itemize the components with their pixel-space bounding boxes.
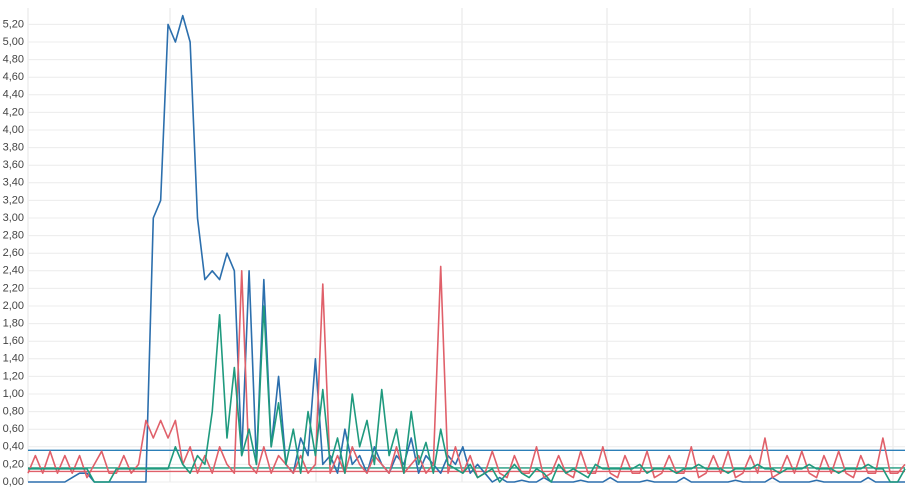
y-tick-label: 4,40 [3, 89, 24, 101]
y-tick-label: 3,60 [3, 159, 24, 171]
y-tick-label: 0,20 [3, 458, 24, 470]
y-tick-label: 1,20 [3, 370, 24, 382]
y-tick-label: 2,40 [3, 265, 24, 277]
y-tick-label: 5,00 [3, 36, 24, 48]
y-tick-label: 4,20 [3, 106, 24, 118]
y-tick-label: 1,00 [3, 388, 24, 400]
y-tick-label: 3,00 [3, 212, 24, 224]
y-tick-label: 2,20 [3, 282, 24, 294]
series-line [27, 265, 906, 479]
y-tick-label: 3,80 [3, 142, 24, 154]
y-tick-label: 5,20 [3, 18, 24, 30]
y-tick-label: 4,80 [3, 54, 24, 66]
y-tick-label: 2,00 [3, 300, 24, 312]
y-tick-label: 4,00 [3, 124, 24, 136]
y-tick-label: 3,40 [3, 177, 24, 189]
y-tick-label: 2,80 [3, 230, 24, 242]
series-line [28, 305, 906, 483]
y-tick-label: 0,80 [3, 406, 24, 418]
y-tick-label: 1,60 [3, 335, 24, 347]
y-tick-label: 4,60 [3, 71, 24, 83]
y-tick-label: 0,00 [3, 476, 24, 487]
y-tick-label: 1,80 [3, 318, 24, 330]
y-tick-label: 2,60 [3, 247, 24, 259]
y-tick-label: 3,20 [3, 194, 24, 206]
series-line [28, 14, 905, 483]
y-tick-label: 0,40 [3, 441, 24, 453]
y-tick-label: 1,40 [3, 353, 24, 365]
y-tick-label: 0,60 [3, 423, 24, 435]
